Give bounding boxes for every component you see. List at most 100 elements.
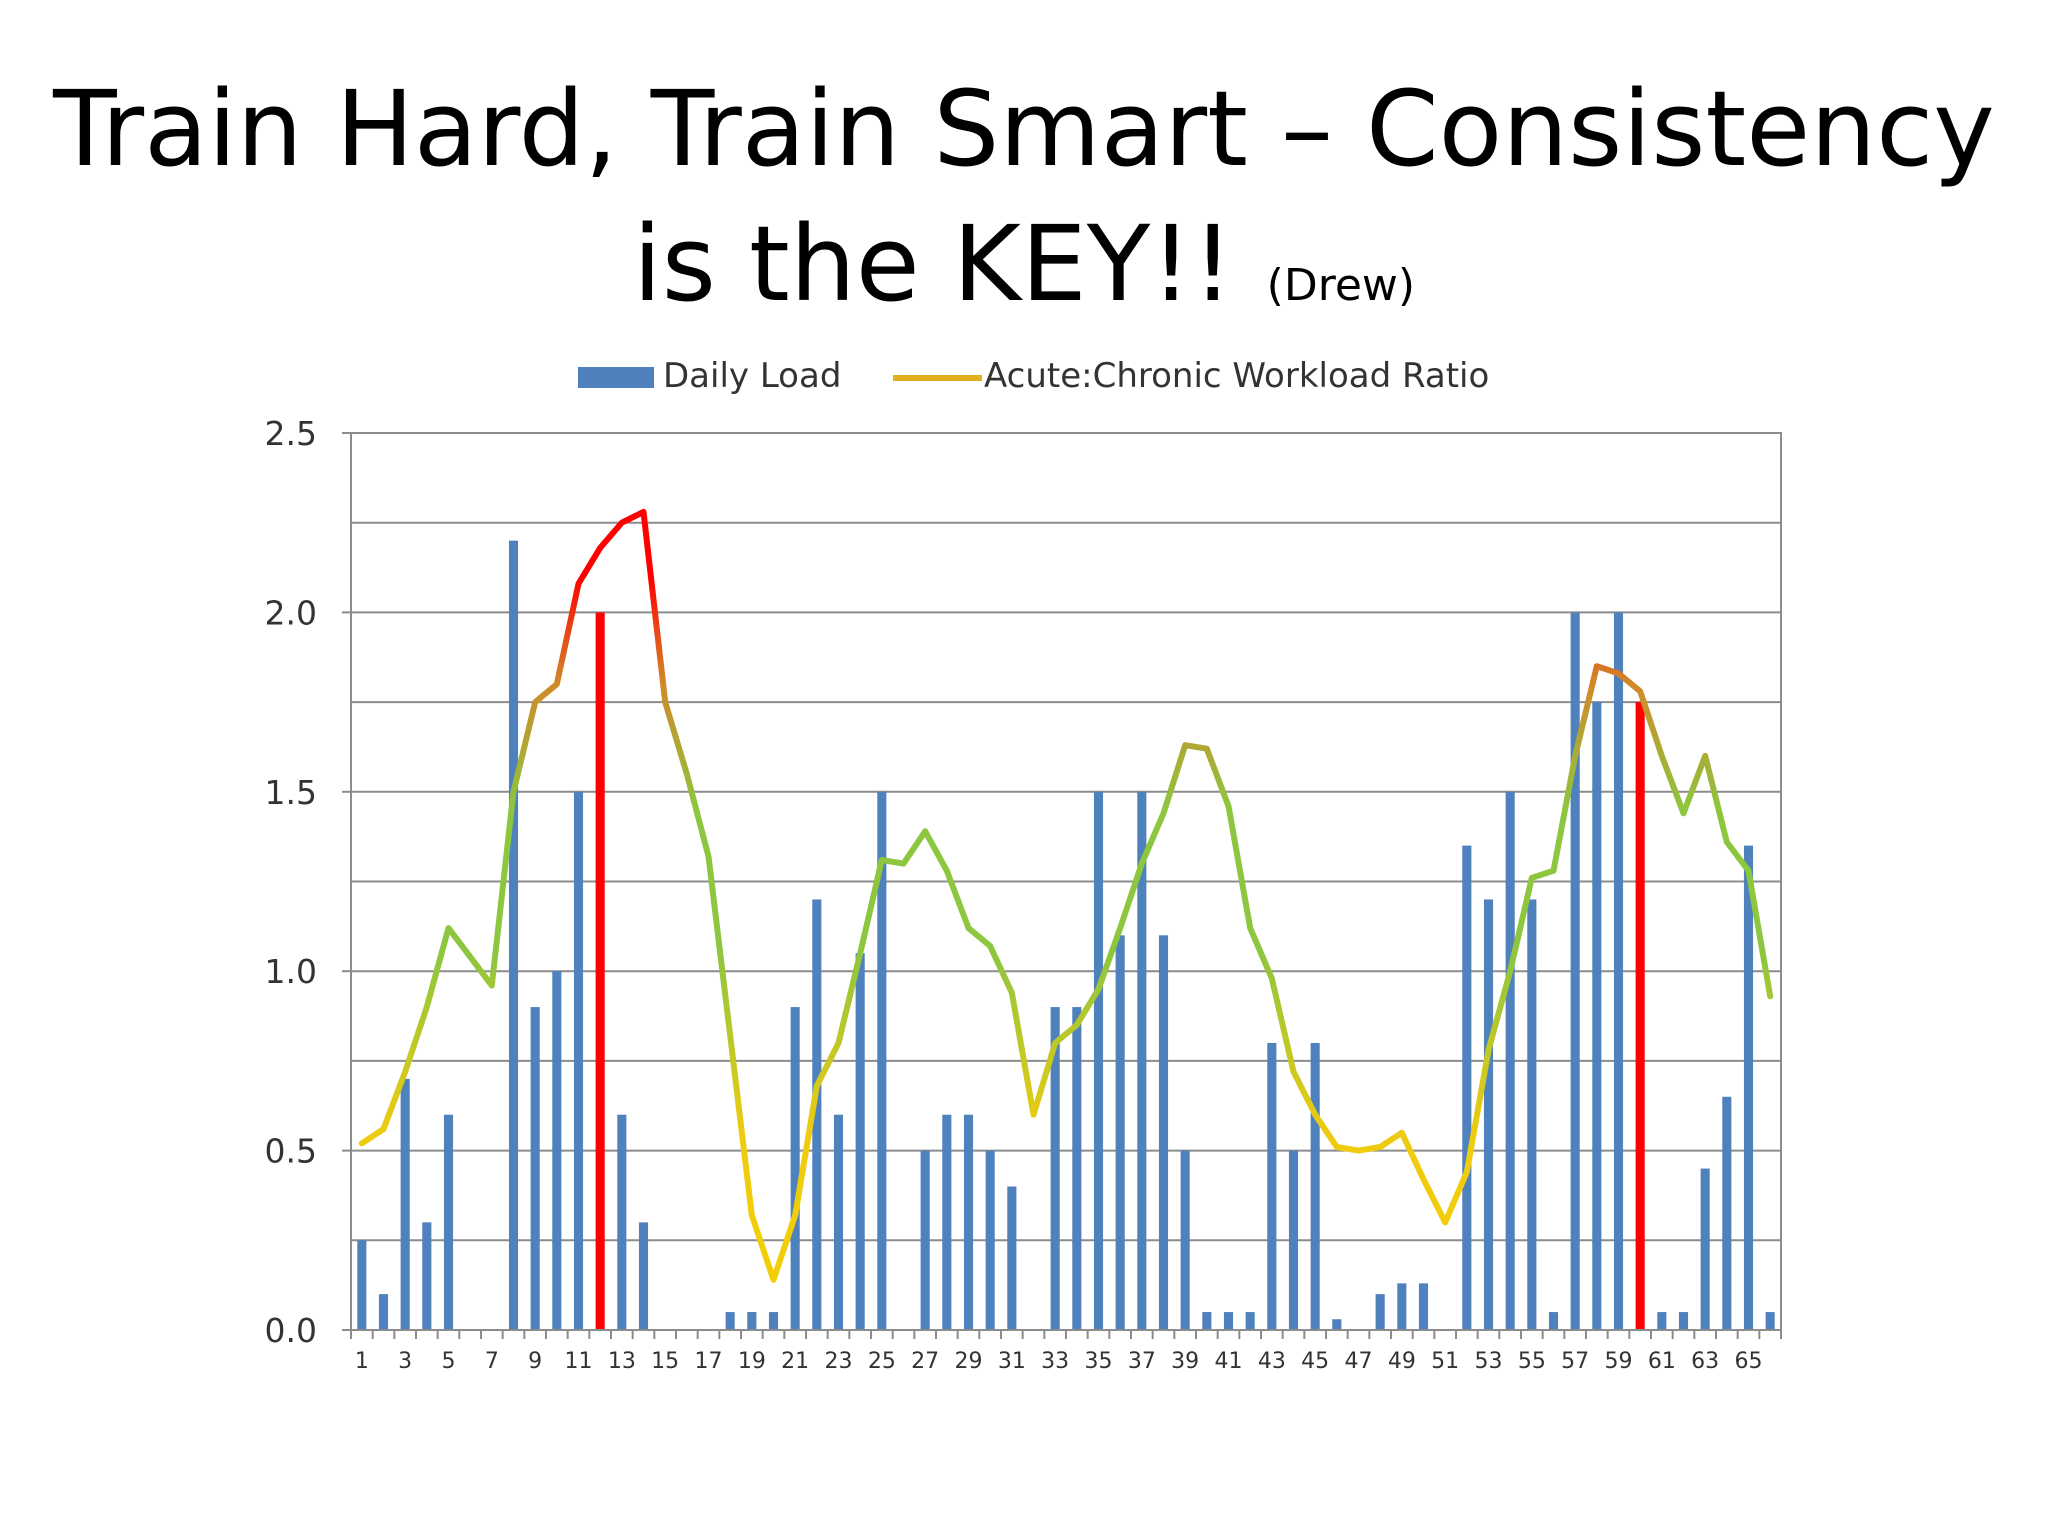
point-acwr	[1704, 754, 1707, 757]
point-acwr	[880, 858, 883, 861]
chart-gridlines	[351, 521, 1781, 1242]
bar-daily-load	[422, 1222, 432, 1330]
point-acwr	[772, 1278, 775, 1281]
bar-daily-load	[1072, 1007, 1082, 1330]
bar-daily-load	[1180, 1150, 1190, 1330]
x-tick-label: 43	[1258, 1349, 1286, 1374]
bar-daily-load	[855, 953, 865, 1330]
bar-daily-load	[1223, 1312, 1234, 1330]
bar-daily-load	[790, 1007, 800, 1330]
point-acwr	[967, 927, 970, 930]
x-tick-label: 21	[781, 1349, 809, 1374]
point-acwr	[1270, 977, 1273, 980]
point-acwr	[1530, 876, 1533, 879]
y-axis: 0.0 0.5 1.0 1.5 2.0 2.5	[265, 414, 351, 1350]
point-acwr	[1119, 927, 1122, 930]
point-acwr	[620, 521, 623, 524]
bar-daily-load	[1743, 845, 1754, 1330]
point-acwr	[1249, 927, 1252, 930]
bar-daily-load	[1570, 612, 1580, 1330]
point-acwr	[1075, 1024, 1078, 1027]
point-acwr	[1574, 754, 1577, 757]
point-acwr	[1617, 672, 1620, 675]
point-acwr	[1552, 869, 1555, 872]
bar-daily-load	[443, 1114, 454, 1330]
x-tick-label: 51	[1431, 1349, 1459, 1374]
point-acwr	[685, 772, 688, 775]
x-tick-label: 47	[1345, 1349, 1373, 1374]
x-tick-label: 65	[1735, 1349, 1763, 1374]
point-acwr	[1010, 991, 1013, 994]
x-tick-label: 15	[651, 1349, 679, 1374]
bar-daily-load	[530, 1007, 540, 1330]
x-axis: 1 3 5 7 9 11 13 15 17 19 21 23 25 27 29 31 33 35 37 39 41 43 4…	[350, 1330, 1782, 1374]
point-acwr	[1314, 1113, 1317, 1116]
bar-daily-load	[768, 1312, 779, 1330]
bar-daily-load	[1310, 1042, 1320, 1330]
bar-daily-load	[1418, 1283, 1429, 1330]
point-acwr	[1292, 1070, 1295, 1073]
slide-title-attribution: (Drew)	[1266, 260, 1416, 311]
point-acwr	[599, 546, 602, 549]
bar-daily-load	[833, 1114, 844, 1330]
bar-daily-load	[985, 1150, 995, 1330]
point-acwr	[1227, 805, 1230, 808]
bar-daily-load	[1483, 899, 1494, 1330]
point-acwr	[859, 952, 862, 955]
bar-daily-load	[1765, 1312, 1775, 1330]
x-tick-label: 3	[398, 1349, 412, 1374]
point-acwr	[1422, 1178, 1425, 1181]
bar-daily-load	[552, 971, 562, 1330]
bar-daily-load	[877, 791, 887, 1330]
bars-daily-load	[357, 540, 1775, 1330]
bar-daily-load	[1657, 1312, 1667, 1330]
point-acwr	[490, 984, 493, 987]
bar-daily-load	[1700, 1168, 1710, 1330]
x-tick-label: 41	[1215, 1349, 1243, 1374]
point-acwr	[1725, 841, 1728, 844]
bar-daily-load	[963, 1114, 974, 1330]
point-acwr	[1595, 665, 1598, 668]
bar-daily-load	[1093, 791, 1104, 1330]
x-tick-label: 31	[998, 1349, 1026, 1374]
point-acwr	[1032, 1113, 1035, 1116]
point-acwr	[815, 1085, 818, 1088]
point-acwr	[945, 869, 948, 872]
bar-daily-load	[400, 1078, 410, 1330]
y-tick-label: 2.5	[265, 414, 317, 453]
point-acwr	[1357, 1149, 1360, 1152]
slide-title: Train Hard, Train Smart – Consistency is…	[0, 62, 2048, 353]
slide-title-main: is the KEY!!	[632, 203, 1234, 325]
slide-title-line-2: is the KEY!! (Drew)	[0, 197, 2048, 353]
point-acwr	[1639, 690, 1642, 693]
x-tick-label: 9	[528, 1349, 542, 1374]
point-acwr	[1487, 1049, 1490, 1052]
bar-daily-load-highlight	[595, 612, 605, 1330]
point-acwr	[382, 1128, 385, 1131]
point-acwr	[924, 830, 927, 833]
point-acwr	[1054, 1041, 1057, 1044]
point-acwr	[512, 790, 515, 793]
bar-daily-load	[1115, 935, 1125, 1330]
bar-daily-load	[1722, 1096, 1732, 1330]
bar-daily-load	[1202, 1312, 1212, 1330]
bar-daily-load	[1527, 899, 1537, 1330]
legend-label-daily-load: Daily Load	[663, 356, 841, 396]
bar-daily-load	[920, 1150, 930, 1330]
point-acwr	[577, 582, 580, 585]
x-tick-label: 55	[1518, 1349, 1546, 1374]
point-acwr	[989, 945, 992, 948]
legend-swatch-daily-load	[578, 367, 654, 388]
point-acwr	[642, 510, 645, 513]
y-tick-label: 1.0	[265, 952, 317, 991]
x-tick-label: 45	[1301, 1349, 1329, 1374]
point-acwr	[1140, 862, 1143, 865]
x-tick-label: 13	[608, 1349, 636, 1374]
bar-daily-load	[1007, 1186, 1017, 1330]
y-tick-label: 0.5	[265, 1132, 317, 1171]
x-tick-label: 19	[738, 1349, 766, 1374]
x-tick-label: 5	[442, 1349, 456, 1374]
point-acwr	[1682, 812, 1685, 815]
x-tick-label: 61	[1648, 1349, 1676, 1374]
